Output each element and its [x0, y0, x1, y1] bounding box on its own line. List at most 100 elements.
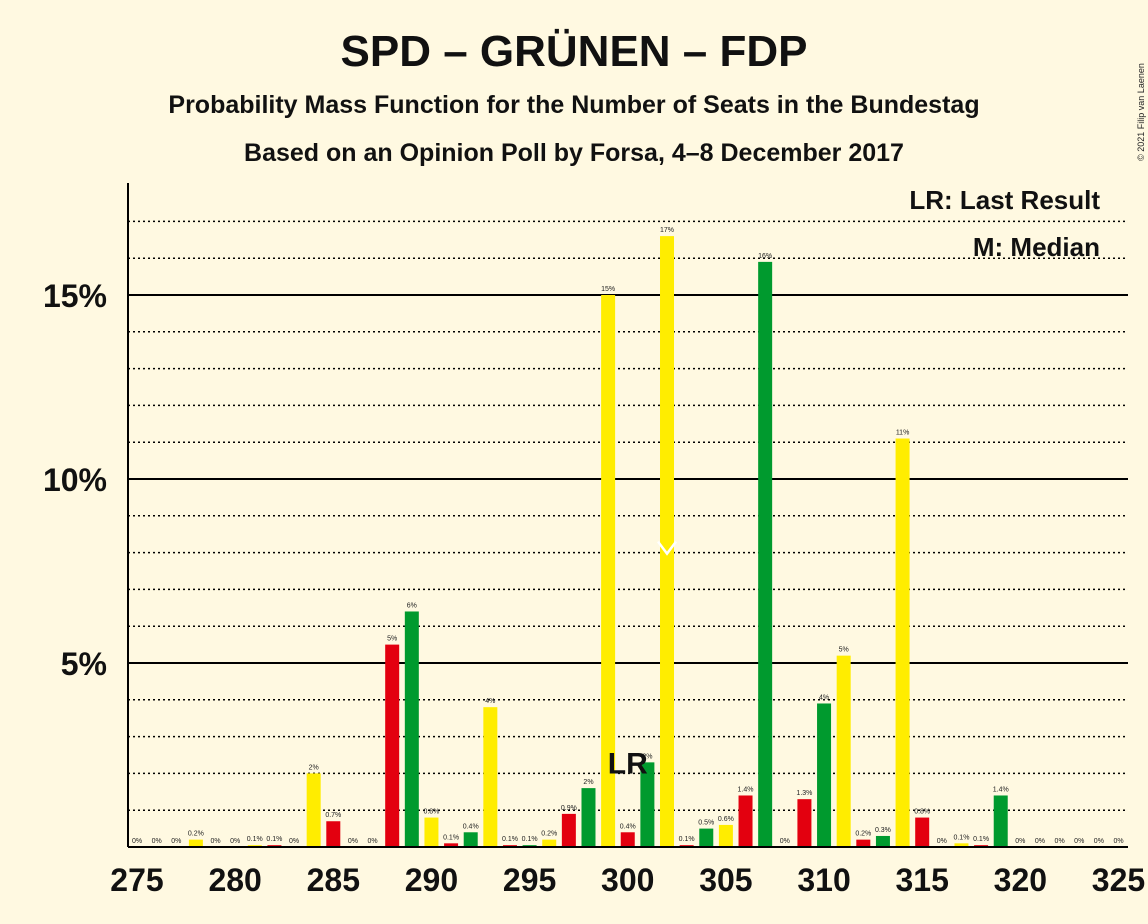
- data-label-seat-299: 15%: [601, 286, 615, 293]
- bar-seat-290: [424, 817, 439, 847]
- x-tick-310: 310: [797, 862, 850, 898]
- data-label-seat-282: 0.1%: [266, 836, 282, 843]
- data-label-seat-308: 0%: [780, 838, 790, 845]
- bar-seat-291: [444, 843, 459, 847]
- data-label-seat-286: 0%: [348, 838, 358, 845]
- y-tick-10: 10%: [43, 462, 107, 498]
- bar-seat-317: [954, 843, 969, 847]
- data-label-seat-287: 0%: [367, 838, 377, 845]
- x-tick-315: 315: [896, 862, 949, 898]
- bar-seat-310: [817, 703, 832, 847]
- x-tick-285: 285: [307, 862, 360, 898]
- x-tick-320: 320: [994, 862, 1047, 898]
- x-tick-300: 300: [601, 862, 654, 898]
- data-label-seat-292: 0.4%: [463, 823, 479, 830]
- gridlines: [128, 220, 1128, 811]
- bar-seat-314: [895, 438, 910, 847]
- bar-seat-285: [326, 821, 341, 847]
- bar-seat-307: [758, 261, 773, 847]
- bars-group: [188, 236, 1008, 847]
- data-label-seat-289: 6%: [407, 602, 417, 609]
- data-labels-group: 0% 0% 0%0.2%0% 0% 0.1% 0.1% 0%2%0.7%0% 0%5%6%0.…: [132, 227, 1124, 845]
- bar-seat-305: [718, 824, 733, 847]
- bar-seat-313: [875, 835, 890, 847]
- data-label-seat-278: 0.2%: [188, 831, 204, 838]
- median-marker: [657, 540, 678, 556]
- chart-title: SPD – GRÜNEN – FDP: [341, 27, 808, 76]
- data-label-seat-285: 0.7%: [325, 812, 341, 819]
- data-label-seat-288: 5%: [387, 636, 397, 643]
- x-tick-290: 290: [405, 862, 458, 898]
- data-label-seat-298: 2%: [583, 779, 593, 786]
- data-label-seat-310: 4%: [819, 694, 829, 701]
- data-label-seat-296: 0.2%: [541, 831, 557, 838]
- data-label-seat-324: 0%: [1094, 838, 1104, 845]
- data-label-seat-294: 0.1%: [502, 836, 518, 843]
- data-label-seat-290: 0.8%: [423, 809, 439, 816]
- data-label-seat-317: 0.1%: [953, 834, 969, 841]
- data-label-seat-306: 1.4%: [738, 786, 754, 793]
- data-label-seat-291: 0.1%: [443, 834, 459, 841]
- bar-seat-300: [620, 832, 635, 847]
- data-label-seat-318: 0.1%: [973, 836, 989, 843]
- y-tick-5: 5%: [61, 646, 107, 682]
- bar-seat-311: [836, 655, 851, 847]
- data-label-seat-312: 0.2%: [855, 831, 871, 838]
- bar-seat-293: [483, 707, 498, 847]
- bar-seat-319: [993, 795, 1008, 847]
- x-tick-275: 275: [110, 862, 163, 898]
- data-label-seat-315: 0.8%: [914, 809, 930, 816]
- data-label-seat-321: 0%: [1035, 838, 1045, 845]
- data-label-seat-319: 1.4%: [993, 786, 1009, 793]
- data-label-seat-281: 0.1%: [247, 836, 263, 843]
- bar-seat-301: [640, 762, 655, 847]
- data-label-seat-304: 0.5%: [698, 820, 714, 827]
- data-label-seat-320: 0%: [1015, 838, 1025, 845]
- data-label-seat-279: 0%: [210, 838, 220, 845]
- data-label-seat-325: 0%: [1113, 838, 1123, 845]
- data-label-seat-311: 5%: [839, 647, 849, 654]
- bar-seat-306: [738, 795, 753, 847]
- data-label-seat-323: 0%: [1074, 838, 1084, 845]
- bar-seat-284: [306, 773, 321, 847]
- data-label-seat-275: 0%: [132, 838, 142, 845]
- data-label-seat-302: 17%: [660, 227, 674, 234]
- bar-seat-292: [463, 832, 478, 847]
- data-label-seat-293: 4%: [485, 698, 495, 705]
- axes-group: 275 280 285 290 295 300 305 310 315 320 325 5% 10% 15…: [43, 183, 1145, 898]
- data-label-seat-280: 0%: [230, 838, 240, 845]
- chart-subtitle: Probability Mass Function for the Number…: [168, 91, 979, 119]
- bar-seat-302: [660, 236, 675, 847]
- data-label-seat-277: 0%: [171, 838, 181, 845]
- bar-seat-309: [797, 799, 812, 847]
- copyright-note: © 2021 Filip van Laenen: [1136, 63, 1146, 161]
- bar-seat-298: [581, 788, 596, 847]
- x-tick-280: 280: [208, 862, 261, 898]
- bar-seat-299: [601, 295, 616, 847]
- data-label-seat-314: 11%: [896, 430, 910, 437]
- bar-seat-278: [188, 839, 203, 847]
- data-label-seat-283: 0%: [289, 838, 299, 845]
- bar-seat-315: [915, 817, 930, 847]
- bar-seat-304: [699, 828, 714, 847]
- data-label-seat-300: 0.4%: [620, 823, 636, 830]
- data-label-seat-295: 0.1%: [522, 836, 538, 843]
- bar-seat-312: [856, 839, 871, 847]
- chart-subtitle-source: Based on an Opinion Poll by Forsa, 4–8 D…: [244, 139, 904, 167]
- last-result-marker: LR: [608, 747, 648, 780]
- bar-seat-296: [542, 839, 557, 847]
- legend-last-result: LR: Last Result: [909, 185, 1100, 215]
- bar-seat-288: [385, 644, 400, 847]
- y-tick-15: 15%: [43, 278, 107, 314]
- data-label-seat-309: 1.3%: [796, 790, 812, 797]
- data-label-seat-322: 0%: [1055, 838, 1065, 845]
- data-label-seat-305: 0.6%: [718, 816, 734, 823]
- bar-seat-297: [561, 813, 576, 847]
- data-label-seat-276: 0%: [152, 838, 162, 845]
- legend-median: M: Median: [973, 232, 1100, 262]
- data-label-seat-303: 0.1%: [679, 836, 695, 843]
- x-tick-305: 305: [699, 862, 752, 898]
- data-label-seat-284: 2%: [309, 764, 319, 771]
- data-label-seat-313: 0.3%: [875, 827, 891, 834]
